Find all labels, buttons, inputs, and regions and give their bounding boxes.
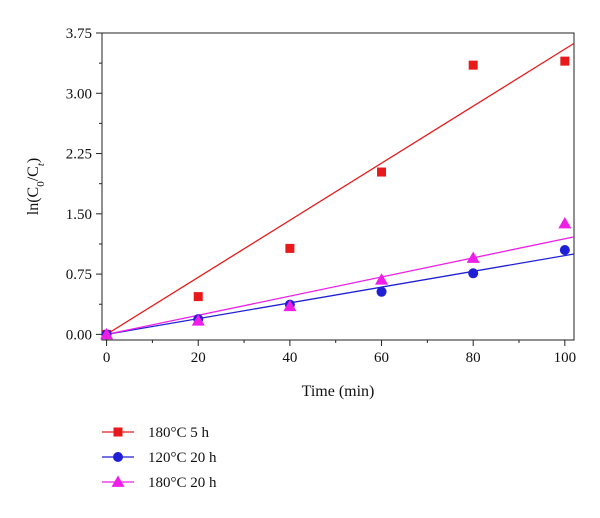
data-point-series-2 <box>283 299 297 312</box>
legend-label: 120°C 20 h <box>148 450 217 466</box>
data-point-series-2 <box>375 273 389 285</box>
x-axis: 0 20 40 60 80 100 <box>103 340 576 366</box>
plot-frame <box>101 32 575 341</box>
x-tick-label: 80 <box>466 350 481 366</box>
fit-line-series-0 <box>106 42 575 335</box>
x-tick-label: 20 <box>191 350 206 366</box>
y-title-suffix: ) <box>25 158 42 163</box>
data-point-series-1 <box>376 286 387 297</box>
legend-label: 180°C 5 h <box>148 425 210 441</box>
x-tick-label: 60 <box>374 350 389 366</box>
legend-item: 180°C 20 h <box>102 475 217 491</box>
data-point-series-2 <box>100 327 114 340</box>
data-point-series-0 <box>468 60 478 70</box>
y-title-sub-0: 0 <box>35 181 47 187</box>
data-point-series-0 <box>285 243 295 253</box>
data-point-series-0 <box>193 292 203 302</box>
x-tick-label: 100 <box>554 350 577 366</box>
y-axis: 0.00 0.75 1.50 2.25 3.00 3.75 <box>66 26 102 343</box>
y-title-sub-t: t <box>35 162 47 166</box>
y-title-mid: /C <box>25 166 42 181</box>
data-point-series-0 <box>560 56 570 66</box>
legend: 180°C 5 h 120°C 20 h 180°C 20 h <box>102 425 217 491</box>
x-axis-title: Time (min) <box>302 383 375 400</box>
legend-item: 120°C 20 h <box>102 450 217 466</box>
data-point-series-0 <box>377 167 387 177</box>
x-tick-label: 0 <box>103 350 111 366</box>
data-point-series-2 <box>466 251 480 263</box>
y-tick-label: 1.50 <box>66 207 92 223</box>
data-point-series-1 <box>559 244 570 255</box>
y-tick-label: 3.00 <box>66 86 92 102</box>
y-title-prefix: ln(C <box>25 187 42 215</box>
plot-area: 0 20 40 60 80 100 0.00 0.75 1.50 2.25 3.00 3.75 <box>66 26 576 366</box>
y-tick-label: 0.75 <box>66 267 92 283</box>
data-point-series-1 <box>468 268 479 279</box>
data-point-series-2 <box>191 314 205 326</box>
data-point-series-2 <box>558 216 572 229</box>
fit-line-series-1 <box>106 253 575 336</box>
fit-line-series-2 <box>106 236 575 336</box>
x-tick-label: 40 <box>282 350 297 366</box>
y-axis-title: ln(C0/Ct) <box>25 158 47 215</box>
y-tick-label: 2.25 <box>66 147 92 163</box>
y-tick-label: 3.75 <box>66 26 92 42</box>
legend-marker <box>113 427 123 437</box>
legend-label: 180°C 20 h <box>148 475 217 491</box>
legend-marker <box>111 475 125 487</box>
y-tick-label: 0.00 <box>66 327 92 343</box>
legend-marker <box>113 452 123 462</box>
legend-item: 180°C 5 h <box>102 425 210 441</box>
fit-lines <box>106 42 575 336</box>
data-markers <box>100 56 572 340</box>
